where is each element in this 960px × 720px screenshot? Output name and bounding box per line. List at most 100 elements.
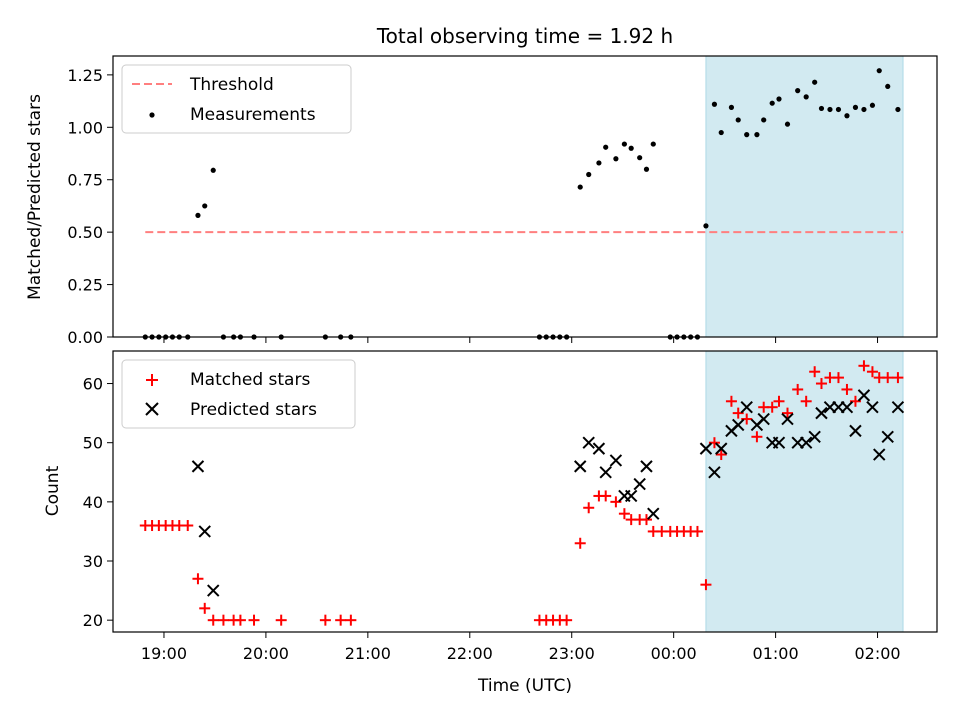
predicted-star-point xyxy=(609,454,623,467)
measurement-point xyxy=(621,141,627,147)
measurement-point xyxy=(210,167,216,173)
top-y-ticks: 0.00 0.25 0.50 0.75 1.00 1.25 xyxy=(67,66,113,347)
measurement-point xyxy=(827,106,833,113)
measurement-point xyxy=(643,166,650,172)
matched-star-point xyxy=(234,614,246,626)
predicted-star-point xyxy=(574,460,587,473)
measurement-point xyxy=(876,68,882,74)
predicted-star-point xyxy=(198,525,211,538)
bottom-highlight-span xyxy=(705,350,904,633)
matched-star-point xyxy=(858,360,870,372)
matched-legend-swatch xyxy=(146,374,158,386)
predicted-stars-points xyxy=(191,389,905,597)
matched-star-point xyxy=(715,449,727,461)
measurement-point xyxy=(869,102,876,108)
measurement-point xyxy=(586,171,592,178)
matched-stars-points xyxy=(139,360,904,626)
measurement-point xyxy=(613,156,619,162)
measurements-legend-label: Measurements xyxy=(190,105,316,125)
measurement-point xyxy=(818,105,825,112)
bottom-y-tick-label: 40 xyxy=(83,493,103,512)
top-axes-frame xyxy=(112,55,938,338)
measurements-legend-swatch xyxy=(149,112,155,118)
matched-star-point xyxy=(618,508,630,520)
x-tick-label: 23:00 xyxy=(549,644,595,663)
measurement-point xyxy=(852,104,859,110)
top-y-axis-label: Matched/Predicted stars xyxy=(25,94,45,300)
matched-star-point xyxy=(561,614,573,626)
matched-star-point xyxy=(792,383,804,395)
x-axis-label: Time (UTC) xyxy=(477,676,572,696)
top-legend-box xyxy=(121,64,352,134)
predicted-star-point xyxy=(624,489,638,503)
matched-star-point xyxy=(809,366,821,378)
predicted-star-point xyxy=(633,477,646,491)
bottom-panel: 20 30 40 50 60 19:00 20:00 21:00 22:00 23:00 00:0… xyxy=(43,350,938,696)
predicted-legend-swatch xyxy=(145,402,159,416)
measurement-point xyxy=(761,117,767,123)
predicted-star-point xyxy=(708,466,721,479)
predicted-star-point xyxy=(191,460,205,473)
predicted-star-point xyxy=(881,430,894,443)
matched-star-point xyxy=(345,614,357,626)
measurement-point xyxy=(769,100,775,106)
bottom-y-tick-label: 30 xyxy=(83,552,103,571)
measurement-point xyxy=(603,144,609,150)
matched-star-point xyxy=(192,573,204,585)
bottom-axes-frame xyxy=(112,350,938,633)
measurement-points xyxy=(142,68,901,340)
threshold-legend-label: Threshold xyxy=(189,75,274,95)
bottom-legend: Matched stars Predicted stars xyxy=(121,359,356,429)
measurement-point xyxy=(628,145,634,151)
measurement-point xyxy=(577,184,583,190)
predicted-star-point xyxy=(849,424,862,438)
top-y-tick-label: 1.00 xyxy=(67,118,103,137)
matched-star-point xyxy=(217,614,229,626)
matched-star-point xyxy=(725,395,737,407)
top-highlight-span xyxy=(705,55,904,338)
matched-star-point xyxy=(866,366,878,378)
bottom-y-tick-label: 20 xyxy=(83,611,103,630)
predicted-star-point xyxy=(647,507,660,520)
measurement-point xyxy=(861,106,867,113)
chart-title: Total observing time = 1.92 h xyxy=(376,24,673,48)
top-y-tick-label: 1.25 xyxy=(67,66,103,85)
measurement-point xyxy=(803,94,809,100)
matched-star-point xyxy=(182,520,194,532)
measurement-point xyxy=(650,141,656,147)
matched-star-point xyxy=(892,372,904,384)
x-tick-label: 21:00 xyxy=(345,644,391,663)
predicted-star-point xyxy=(772,436,786,449)
predicted-star-point xyxy=(599,466,612,479)
predicted-star-point xyxy=(740,400,753,414)
matched-star-point xyxy=(583,502,595,514)
top-y-tick-label: 0.50 xyxy=(67,223,103,242)
predicted-star-point xyxy=(891,400,905,414)
measurement-point xyxy=(596,160,602,166)
predicted-star-point xyxy=(857,389,871,402)
bottom-y-tick-label: 50 xyxy=(83,434,103,453)
bottom-y-axis-label: Count xyxy=(43,465,63,516)
matched-star-point xyxy=(882,372,894,384)
x-tick-label: 19:00 xyxy=(141,644,187,663)
measurement-point xyxy=(718,129,724,136)
predicted-star-point xyxy=(207,584,220,597)
x-tick-label: 22:00 xyxy=(447,644,493,663)
bottom-x-ticks: 19:00 20:00 21:00 22:00 23:00 00:00 01:00 02:00 xyxy=(141,632,901,663)
matched-star-point xyxy=(319,614,331,626)
predicted-star-point xyxy=(640,460,653,473)
matched-star-point xyxy=(773,395,785,407)
measurement-point xyxy=(895,106,901,113)
predicted-star-point xyxy=(840,400,854,414)
x-tick-label: 20:00 xyxy=(243,644,289,663)
top-legend: Threshold Measurements xyxy=(121,64,352,134)
x-tick-label: 01:00 xyxy=(753,644,799,663)
measurement-point xyxy=(784,121,791,127)
measurement-point xyxy=(703,223,709,229)
predicted-star-point xyxy=(732,418,745,432)
measurement-point xyxy=(202,203,208,209)
measurement-point xyxy=(744,132,750,138)
predicted-star-point xyxy=(873,448,886,461)
matched-star-point xyxy=(815,378,827,390)
